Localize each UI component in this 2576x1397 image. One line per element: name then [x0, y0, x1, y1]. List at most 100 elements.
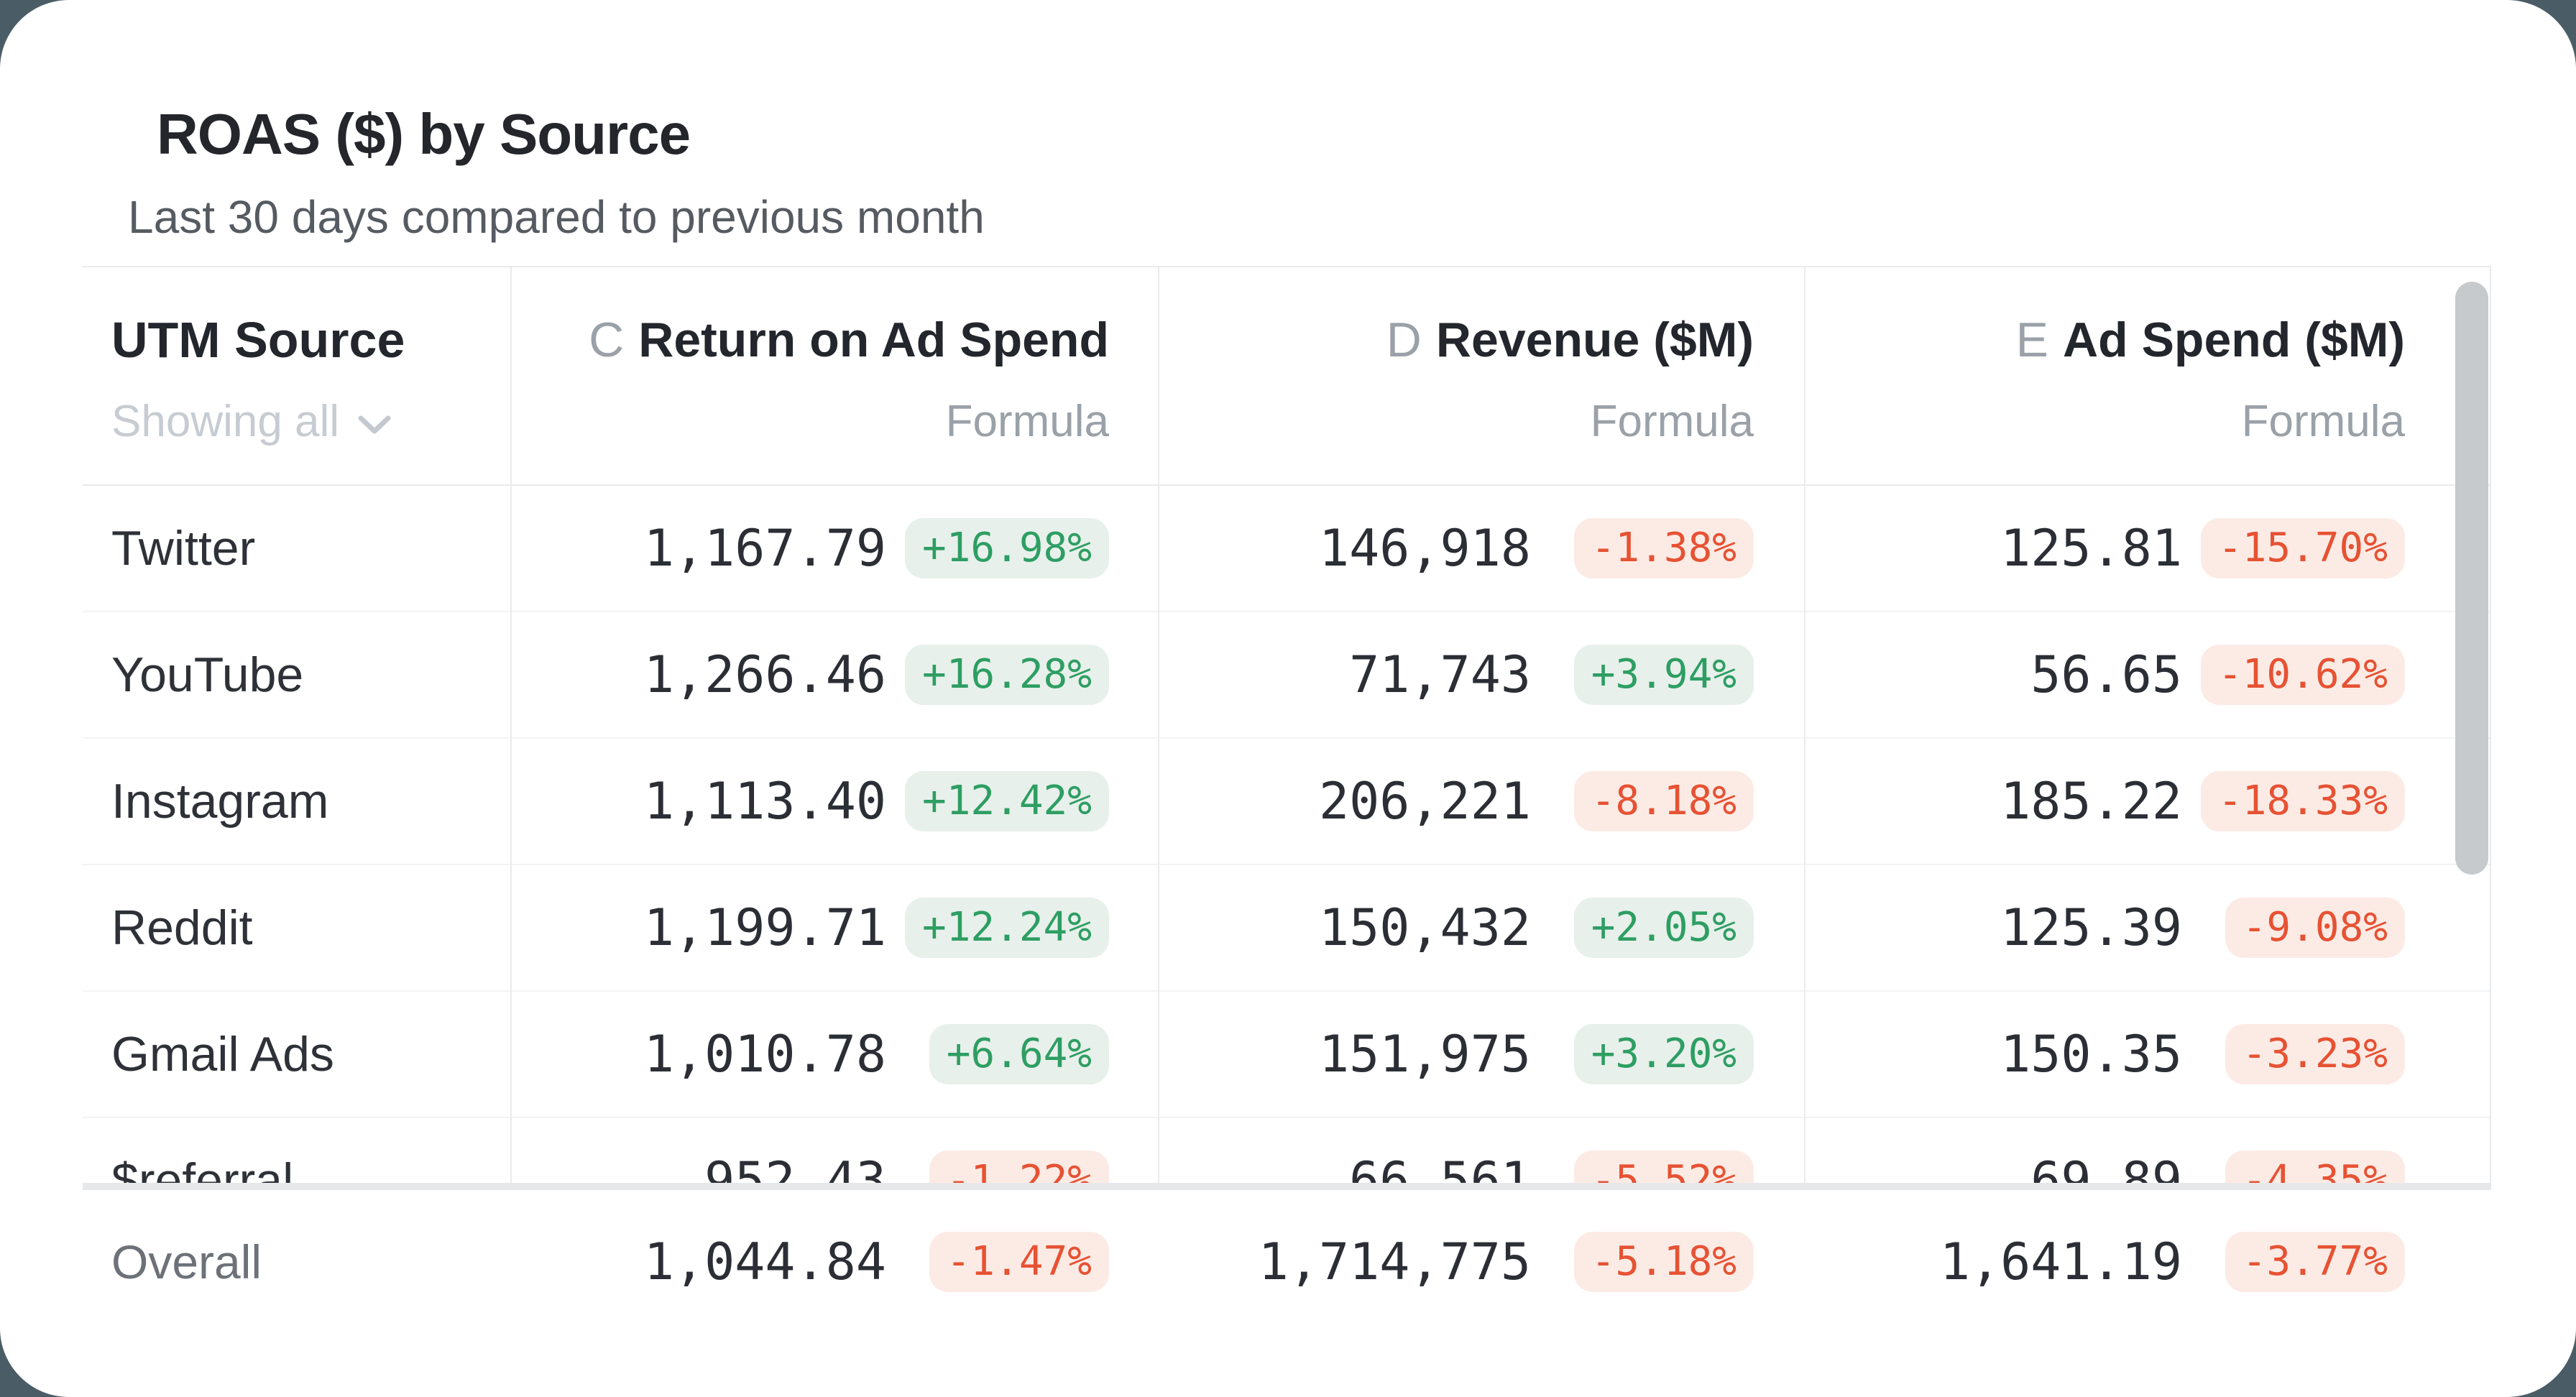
- metric-value: 1,199.71: [643, 898, 886, 957]
- metric-value: 1,714,775: [1258, 1232, 1531, 1291]
- delta-badge-slot: -3.23%: [2182, 1024, 2405, 1084]
- showing-all-dropdown[interactable]: Showing all: [111, 392, 391, 451]
- table-body: Twitter 1,167.79 +16.98% 146,918 -1.38% 125.8…: [83, 486, 2490, 1183]
- delta-badge: -3.77%: [2225, 1232, 2405, 1292]
- metric-value: 150.35: [2000, 1025, 2182, 1084]
- delta-badge-slot: -10.62%: [2182, 645, 2405, 705]
- column-header[interactable]: D Revenue ($M) Formula: [1158, 267, 1804, 484]
- metric-value: 952.43: [704, 1151, 886, 1183]
- metric-cell: 66,561 -5.52%: [1158, 1151, 1804, 1183]
- metric-cell: 206,221 -8.18%: [1158, 771, 1804, 831]
- metric-cell: 1,044.84 -1.47%: [510, 1232, 1158, 1292]
- metric-value: 125.39: [2000, 898, 2182, 957]
- table-scroll-area[interactable]: UTM Source Showing all C Return on Ad Spe…: [83, 266, 2491, 1183]
- column-header[interactable]: E Ad Spend ($M) Formula: [1804, 267, 2490, 484]
- delta-badge: +3.20%: [1573, 1024, 1754, 1084]
- chevron-down-icon: [358, 415, 391, 434]
- metric-value: 1,113.40: [643, 772, 886, 831]
- metric-cell: 69.89 -4.35%: [1804, 1151, 2490, 1183]
- column-letter: C: [589, 313, 625, 367]
- metric-value: 1,266.46: [643, 645, 886, 704]
- delta-badge-slot: -5.52%: [1531, 1151, 1754, 1183]
- metric-cell: 56.65 -10.62%: [1804, 645, 2490, 705]
- metric-cell: 150,432 +2.05%: [1158, 898, 1804, 958]
- column-letter: E: [2015, 313, 2049, 367]
- metric-cell: 146,918 -1.38%: [1158, 518, 1804, 578]
- delta-badge: +6.64%: [929, 1024, 1109, 1084]
- column-formula-label: Formula: [1590, 397, 1754, 446]
- widget-header: ROAS ($) by Source Last 30 days compared…: [0, 0, 2576, 246]
- metric-cell: 1,167.79 +16.98%: [510, 518, 1158, 578]
- metric-cell: 185.22 -18.33%: [1804, 771, 2490, 831]
- metric-cell: 952.43 -1.22%: [510, 1151, 1158, 1183]
- column-name: Return on Ad Spend: [638, 313, 1109, 367]
- metric-value: 146,918: [1318, 519, 1531, 578]
- column-name: Ad Spend ($M): [2063, 313, 2405, 367]
- delta-badge: -5.52%: [1573, 1151, 1754, 1183]
- table-header-row: UTM Source Showing all C Return on Ad Spe…: [83, 267, 2490, 486]
- table-row: Instagram 1,113.40 +12.42% 206,221 -8.18% 185…: [83, 739, 2490, 865]
- metric-cell: 125.39 -9.08%: [1804, 898, 2490, 958]
- metric-cell: 1,113.40 +12.42%: [510, 771, 1158, 831]
- delta-badge: -3.23%: [2225, 1024, 2405, 1084]
- delta-badge-slot: +2.05%: [1531, 898, 1754, 958]
- utm-source-value: Instagram: [111, 774, 329, 829]
- metric-cell: 150.35 -3.23%: [1804, 1024, 2490, 1084]
- delta-badge-slot: -9.08%: [2182, 898, 2405, 958]
- column-title: D Revenue ($M): [1386, 309, 1754, 371]
- column-title: C Return on Ad Spend: [589, 309, 1109, 371]
- table-row: Reddit 1,199.71 +12.24% 150,432 +2.05% 125.39…: [83, 865, 2490, 992]
- metric-value: 1,167.79: [643, 519, 886, 578]
- delta-badge: -4.35%: [2225, 1151, 2405, 1183]
- delta-badge: -15.70%: [2200, 518, 2405, 578]
- metric-cell: 1,199.71 +12.24%: [510, 898, 1158, 958]
- delta-badge: -1.47%: [929, 1232, 1109, 1292]
- column-header[interactable]: C Return on Ad Spend Formula: [510, 267, 1158, 484]
- delta-badge-slot: +16.28%: [886, 645, 1109, 705]
- metric-value: 151,975: [1318, 1025, 1531, 1084]
- widget-title: ROAS ($) by Source: [157, 102, 691, 166]
- delta-badge-slot: -18.33%: [2182, 771, 2405, 831]
- delta-badge: -18.33%: [2200, 771, 2405, 831]
- metric-value: 150,432: [1318, 898, 1531, 957]
- delta-badge: -10.62%: [2200, 645, 2405, 705]
- metric-value: 56.65: [2030, 645, 2182, 704]
- delta-badge: +16.98%: [904, 518, 1109, 578]
- metric-value: 125.81: [2000, 519, 2182, 578]
- column-divider: [510, 267, 512, 1183]
- delta-badge-slot: -4.35%: [2182, 1151, 2405, 1183]
- delta-badge: -8.18%: [1573, 771, 1754, 831]
- metric-value: 71,743: [1349, 645, 1531, 704]
- delta-badge: +3.94%: [1573, 645, 1754, 705]
- delta-badge-slot: -15.70%: [2182, 518, 2405, 578]
- utm-source-header-cell: UTM Source Showing all: [83, 267, 510, 484]
- table-row: $referral 952.43 -1.22% 66,561 -5.52% 69.89 -4…: [83, 1118, 2490, 1183]
- table-row: YouTube 1,266.46 +16.28% 71,743 +3.94% 56.65-…: [83, 612, 2490, 739]
- delta-badge: +12.42%: [904, 771, 1109, 831]
- overall-row: Overall 1,044.84 -1.47% 1,714,775 -5.18% 1,6…: [83, 1190, 2491, 1334]
- delta-badge: -5.18%: [1573, 1232, 1754, 1292]
- column-formula-label: Formula: [2241, 397, 2405, 446]
- delta-badge-slot: +12.24%: [886, 898, 1109, 958]
- utm-source-value: YouTube: [111, 647, 304, 702]
- delta-badge: +12.24%: [904, 898, 1109, 958]
- delta-badge-slot: -3.77%: [2182, 1232, 2405, 1292]
- table-row: Twitter 1,167.79 +16.98% 146,918 -1.38% 125.8…: [83, 486, 2490, 612]
- table-row: Gmail Ads 1,010.78 +6.64% 151,975 +3.20% 150.…: [83, 992, 2490, 1118]
- metric-value: 185.22: [2000, 772, 2182, 831]
- column-formula-label: Formula: [945, 397, 1109, 446]
- utm-source-label: UTM Source: [111, 312, 405, 368]
- showing-all-label: Showing all: [111, 397, 340, 446]
- delta-badge-slot: +3.94%: [1531, 645, 1754, 705]
- metric-cell: 151,975 +3.20%: [1158, 1024, 1804, 1084]
- metric-cell: 1,010.78 +6.64%: [510, 1024, 1158, 1084]
- delta-badge: -1.38%: [1573, 518, 1754, 578]
- delta-badge-slot: -1.47%: [886, 1232, 1109, 1292]
- column-name: Revenue ($M): [1435, 313, 1754, 367]
- delta-badge-slot: +12.42%: [886, 771, 1109, 831]
- metric-value: 69.89: [2030, 1151, 2182, 1183]
- widget-subtitle: Last 30 days compared to previous month: [128, 191, 985, 243]
- metric-value: 66,561: [1349, 1151, 1531, 1183]
- vertical-scrollbar-thumb[interactable]: [2455, 282, 2488, 875]
